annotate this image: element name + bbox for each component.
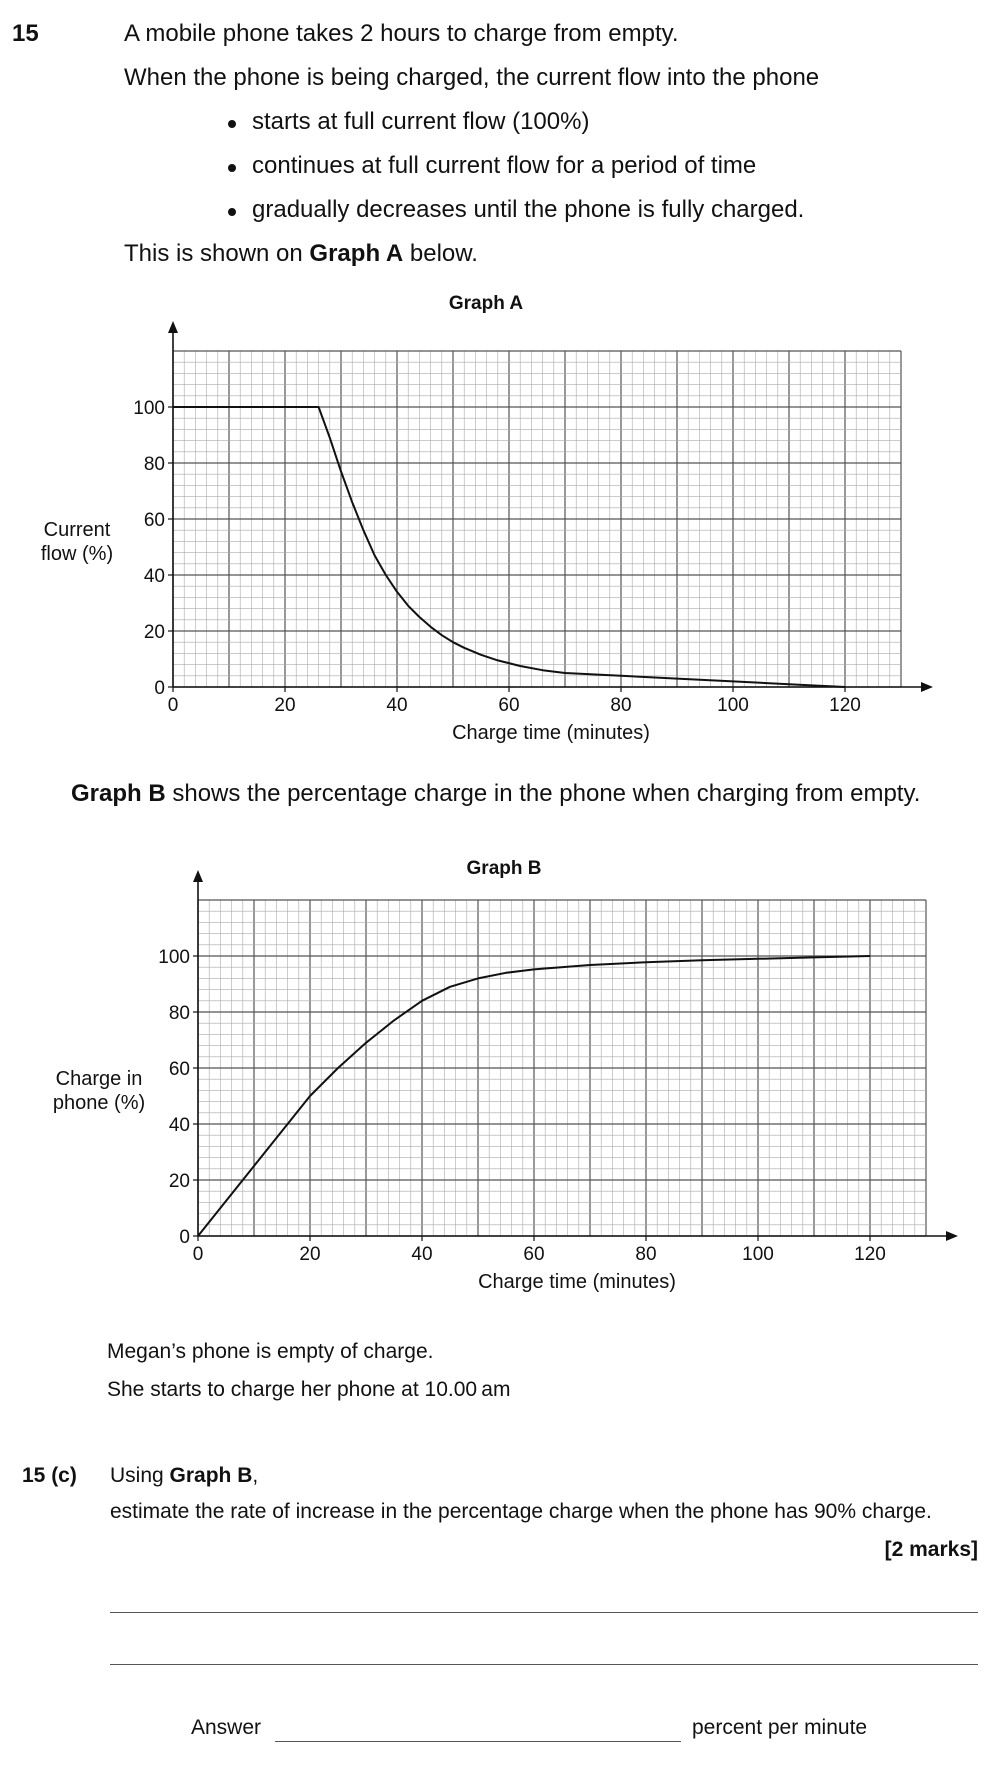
part-c-task: estimate the rate of increase in the per… — [110, 1500, 932, 1523]
question-intro: A mobile phone takes 2 hours to charge f… — [124, 20, 679, 47]
bullet-dot — [228, 120, 236, 128]
grid — [172, 350, 902, 688]
y-axis-arrow — [193, 870, 203, 882]
bullet-item: gradually decreases until the phone is f… — [252, 196, 805, 223]
chart-title: Graph B — [467, 858, 542, 879]
y-axis-label: Charge in — [56, 1068, 143, 1090]
question-number: 15 — [12, 20, 39, 47]
x-tick-label: 120 — [829, 695, 861, 716]
y-tick-label: 40 — [169, 1115, 190, 1136]
y-tick-label: 20 — [169, 1171, 190, 1192]
part-c-label: 15 (c) — [22, 1464, 77, 1487]
x-tick-label: 80 — [635, 1244, 656, 1265]
answer-line[interactable] — [275, 1741, 681, 1742]
bullet-item: starts at full current flow (100%) — [252, 108, 590, 135]
bullet-dot — [228, 208, 236, 216]
y-tick-label: 0 — [179, 1227, 190, 1248]
text: , — [252, 1464, 259, 1487]
marks-label: [2 marks] — [884, 1538, 978, 1561]
graph-b-ref-bold: Graph B — [169, 1464, 253, 1487]
y-tick-label: 100 — [133, 398, 165, 419]
y-axis-arrow — [168, 321, 178, 333]
x-tick-label: 0 — [193, 1244, 204, 1265]
grid — [197, 899, 927, 1237]
y-tick-label: 20 — [144, 622, 165, 643]
answer-label: Answer — [191, 1716, 262, 1739]
y-axis-label: phone (%) — [53, 1092, 145, 1114]
x-axis-label: Charge time (minutes) — [452, 722, 650, 744]
x-tick-label: 60 — [498, 695, 519, 716]
graph-a-ref-bold: Graph A — [309, 240, 404, 267]
x-tick-label: 100 — [742, 1244, 774, 1265]
x-tick-label: 20 — [274, 695, 295, 716]
y-tick-label: 80 — [169, 1003, 190, 1024]
bullet-dot — [228, 164, 236, 172]
x-tick-label: 40 — [411, 1244, 432, 1265]
x-tick-label: 40 — [386, 695, 407, 716]
megan-line1: Megan’s phone is empty of charge. — [107, 1340, 434, 1363]
bullet-item: continues at full current flow for a per… — [252, 152, 757, 179]
working-line[interactable] — [110, 1664, 978, 1665]
text: below. — [403, 240, 478, 267]
y-tick-label: 60 — [144, 510, 165, 531]
graph-a: 0 20 40 60 80 100 120 0 20 40 60 80 100 Graph A Charge… — [41, 293, 933, 744]
y-axis-label: flow (%) — [41, 543, 113, 565]
megan-line2: She starts to charge her phone at 10.00 … — [107, 1378, 511, 1401]
x-axis-label: Charge time (minutes) — [478, 1271, 676, 1293]
text: shows the percentage charge in the phone… — [165, 780, 921, 807]
y-tick-label: 60 — [169, 1059, 190, 1080]
graph-b-ref-bold: Graph B — [71, 780, 166, 807]
x-tick-label: 20 — [299, 1244, 320, 1265]
graph-a-reference: This is shown on Graph A below. — [124, 240, 478, 268]
y-tick-label: 100 — [158, 947, 190, 968]
working-line[interactable] — [110, 1612, 978, 1613]
x-tick-label: 80 — [610, 695, 631, 716]
x-axis-arrow — [946, 1231, 958, 1241]
x-tick-label: 0 — [168, 695, 179, 716]
graph-b-intro: Graph B shows the percentage charge in t… — [71, 780, 920, 808]
text: This is shown on — [124, 240, 310, 267]
text: Using — [110, 1464, 170, 1487]
x-tick-label: 100 — [717, 695, 749, 716]
x-tick-label: 120 — [854, 1244, 886, 1265]
y-axis-label: Current — [44, 519, 111, 541]
chart-title: Graph A — [449, 293, 524, 314]
x-axis-arrow — [921, 682, 933, 692]
graph-b: 0 20 40 60 80 100 120 0 20 40 60 80 100 Graph B Charge… — [53, 858, 958, 1293]
y-tick-label: 80 — [144, 454, 165, 475]
part-c-using: Using Graph B, — [110, 1464, 258, 1488]
y-tick-label: 0 — [154, 678, 165, 699]
question-line2: When the phone is being charged, the cur… — [124, 64, 820, 91]
y-tick-label: 40 — [144, 566, 165, 587]
answer-unit: percent per minute — [692, 1716, 868, 1739]
x-tick-label: 60 — [523, 1244, 544, 1265]
